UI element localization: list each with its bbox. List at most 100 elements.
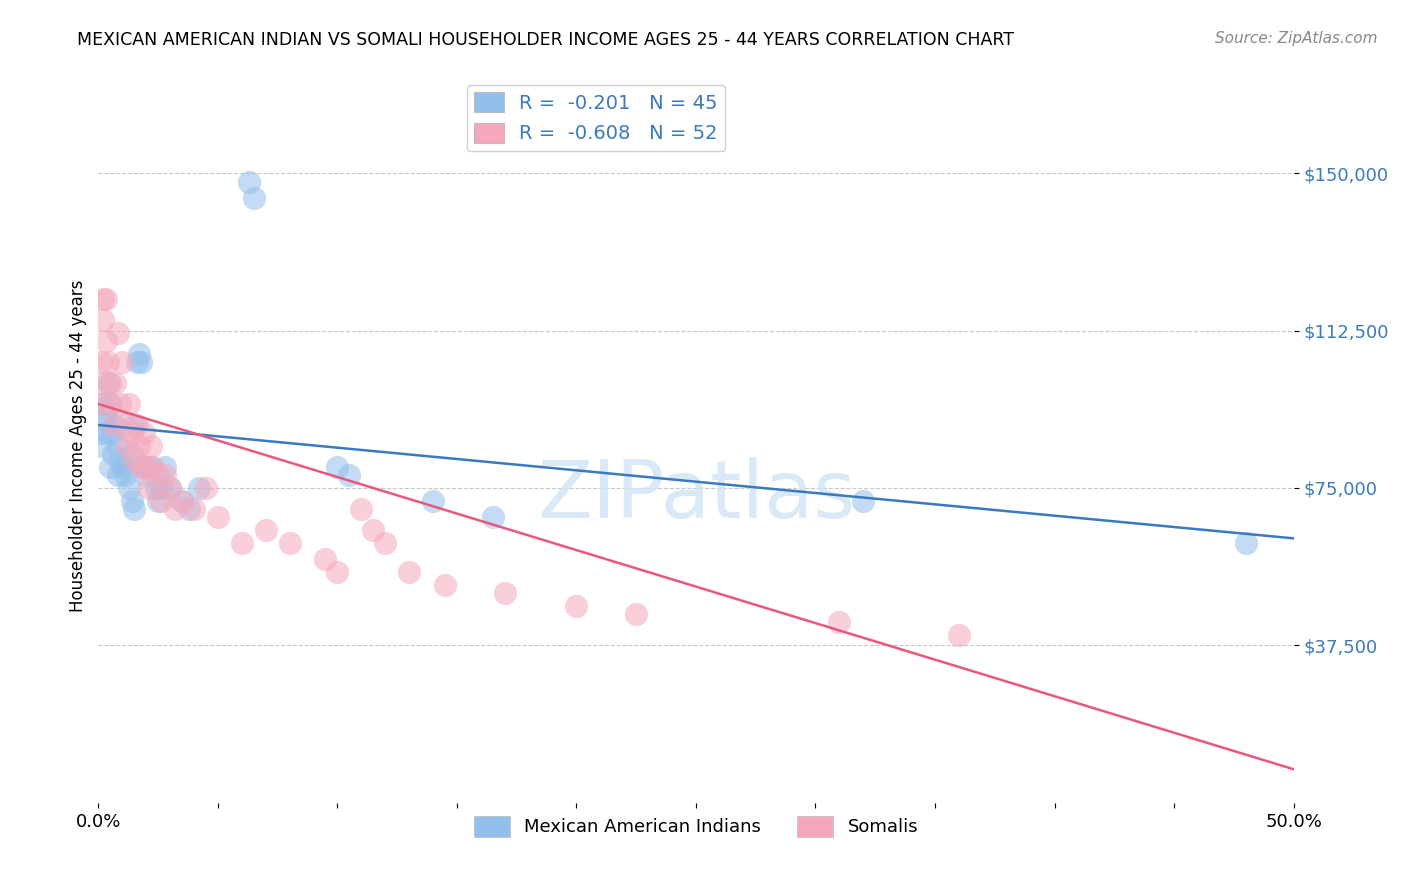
Point xyxy=(148,493,170,508)
Point xyxy=(1234,535,1257,549)
Point xyxy=(626,607,648,621)
Point xyxy=(238,175,260,189)
Point xyxy=(326,565,349,579)
Point xyxy=(114,468,136,483)
Point xyxy=(107,468,129,483)
Point xyxy=(481,510,505,524)
Point xyxy=(278,535,301,549)
Point xyxy=(159,481,181,495)
Point xyxy=(97,355,120,369)
Point xyxy=(111,460,134,475)
Point xyxy=(565,599,588,613)
Point xyxy=(94,405,117,419)
Point xyxy=(149,493,172,508)
Point xyxy=(422,493,444,508)
Point xyxy=(101,426,124,441)
Point xyxy=(148,468,170,483)
Point xyxy=(254,523,277,537)
Point xyxy=(339,468,361,483)
Point xyxy=(155,468,177,483)
Point xyxy=(118,481,141,495)
Point xyxy=(125,417,148,432)
Point xyxy=(207,510,229,524)
Point xyxy=(135,460,157,475)
Point xyxy=(128,346,150,360)
Point xyxy=(107,439,129,453)
Point xyxy=(132,426,155,441)
Point xyxy=(90,355,112,369)
Point xyxy=(94,414,117,428)
Point xyxy=(124,502,146,516)
Point xyxy=(121,426,143,441)
Point xyxy=(149,481,172,495)
Point xyxy=(948,628,970,642)
Point xyxy=(398,565,420,579)
Point xyxy=(121,447,143,461)
Point xyxy=(374,535,396,549)
Point xyxy=(163,502,186,516)
Point xyxy=(159,481,181,495)
Point xyxy=(131,460,153,475)
Point xyxy=(97,376,120,390)
Point xyxy=(243,191,266,205)
Point xyxy=(101,417,124,432)
Point xyxy=(172,493,194,508)
Point xyxy=(104,417,127,432)
Point xyxy=(131,355,153,369)
Point xyxy=(187,481,209,495)
Y-axis label: Householder Income Ages 25 - 44 years: Householder Income Ages 25 - 44 years xyxy=(69,280,87,612)
Point xyxy=(94,292,117,306)
Point xyxy=(315,552,337,566)
Point xyxy=(124,417,146,432)
Point xyxy=(852,493,875,508)
Point xyxy=(121,493,143,508)
Point xyxy=(172,493,194,508)
Point xyxy=(124,451,146,466)
Point xyxy=(111,355,134,369)
Point xyxy=(104,376,127,390)
Point xyxy=(115,460,138,475)
Point xyxy=(138,481,160,495)
Point xyxy=(98,397,122,411)
Point xyxy=(125,355,148,369)
Point xyxy=(90,426,112,441)
Point xyxy=(183,502,205,516)
Point xyxy=(326,460,349,475)
Point xyxy=(90,376,112,390)
Point xyxy=(139,460,162,475)
Point xyxy=(98,397,122,411)
Point xyxy=(108,451,131,466)
Point xyxy=(434,577,457,591)
Point xyxy=(145,481,167,495)
Text: ZIPatlas: ZIPatlas xyxy=(537,457,855,535)
Point xyxy=(155,460,177,475)
Point xyxy=(114,417,136,432)
Point xyxy=(350,502,373,516)
Point xyxy=(94,334,117,348)
Point xyxy=(90,397,112,411)
Point xyxy=(98,376,122,390)
Text: Source: ZipAtlas.com: Source: ZipAtlas.com xyxy=(1215,31,1378,46)
Point xyxy=(132,460,155,475)
Text: MEXICAN AMERICAN INDIAN VS SOMALI HOUSEHOLDER INCOME AGES 25 - 44 YEARS CORRELAT: MEXICAN AMERICAN INDIAN VS SOMALI HOUSEH… xyxy=(77,31,1014,49)
Point xyxy=(91,292,114,306)
Point xyxy=(363,523,385,537)
Point xyxy=(91,313,114,327)
Point xyxy=(97,426,120,441)
Point xyxy=(142,460,165,475)
Point xyxy=(195,481,218,495)
Point xyxy=(108,397,131,411)
Point xyxy=(118,397,141,411)
Point xyxy=(91,397,114,411)
Point xyxy=(98,460,122,475)
Point xyxy=(115,439,138,453)
Point xyxy=(494,586,516,600)
Legend: Mexican American Indians, Somalis: Mexican American Indians, Somalis xyxy=(467,808,925,844)
Point xyxy=(828,615,851,630)
Point xyxy=(139,439,162,453)
Point xyxy=(101,447,124,461)
Point xyxy=(231,535,253,549)
Point xyxy=(107,326,129,340)
Point xyxy=(179,502,201,516)
Point xyxy=(135,468,157,483)
